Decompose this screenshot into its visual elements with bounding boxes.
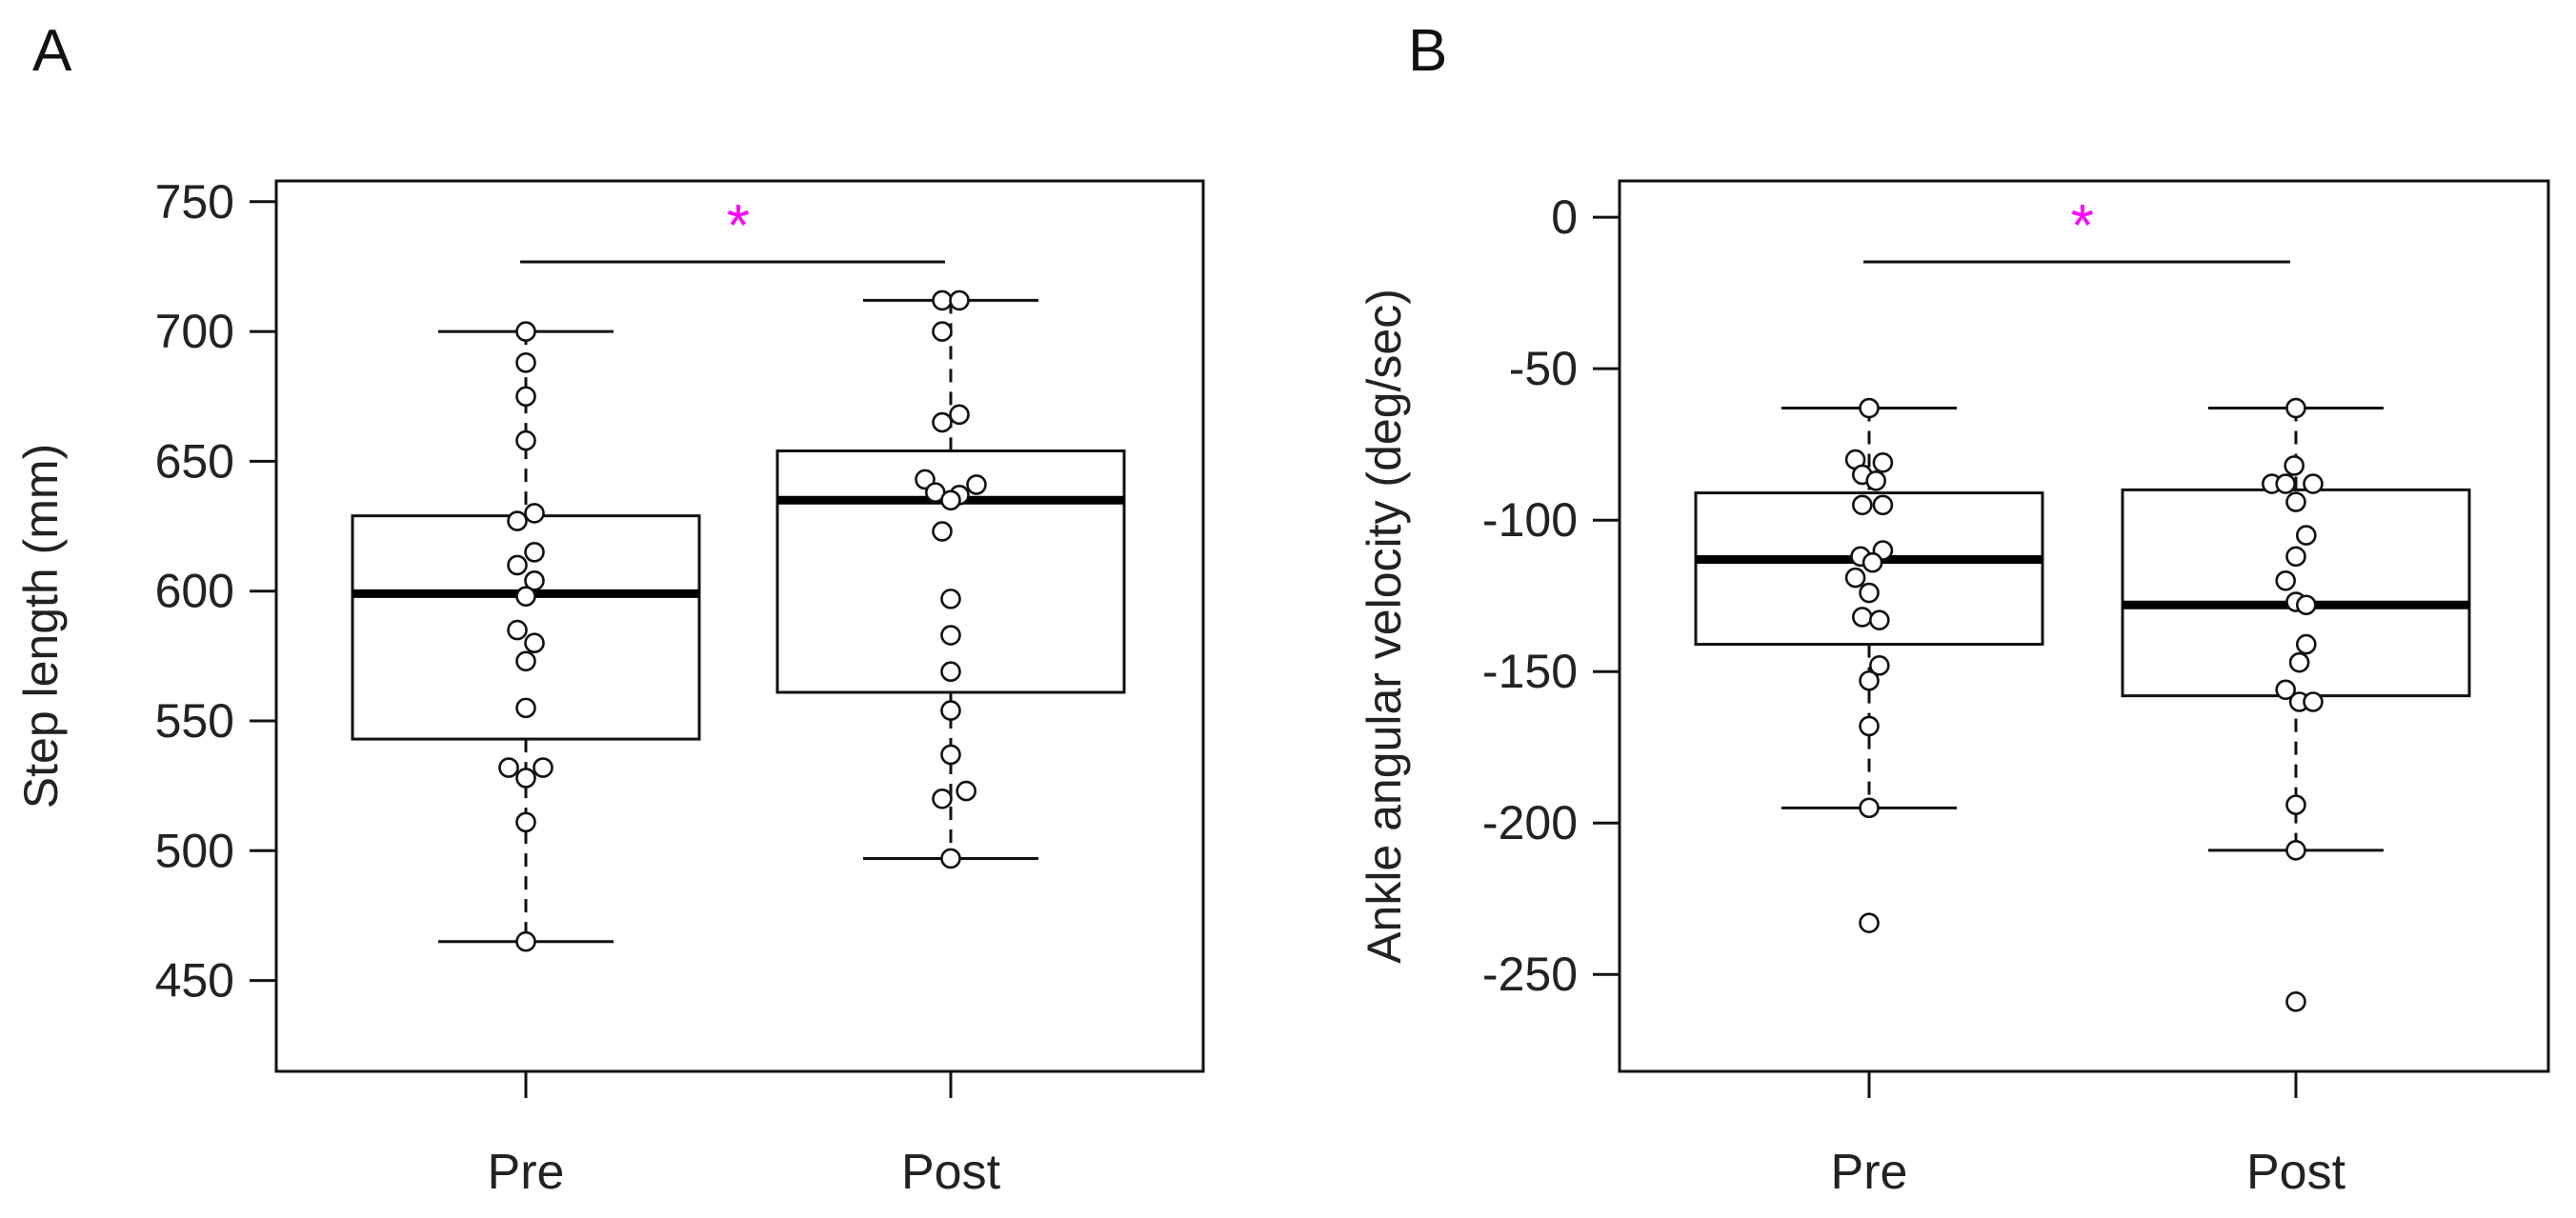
y-tick-label: 500 [155, 824, 234, 877]
data-point [1869, 609, 1890, 630]
group-post: Post [2121, 397, 2471, 1200]
data-point [2275, 569, 2296, 591]
data-point [2296, 633, 2317, 655]
data-point [2275, 473, 2296, 494]
data-point [940, 489, 961, 511]
data-point [1852, 607, 1873, 628]
data-point [2285, 991, 2306, 1012]
data-point [2285, 840, 2306, 861]
data-point [940, 700, 961, 721]
x-tick-label: Post [901, 1145, 1001, 1200]
data-point [524, 503, 545, 524]
data-point [515, 768, 536, 789]
panel-label-a: A [32, 18, 72, 84]
data-point [515, 697, 536, 719]
data-point [1869, 655, 1890, 676]
data-point [956, 780, 977, 802]
data-point [2285, 397, 2306, 419]
data-point [515, 352, 536, 373]
data-point [2285, 546, 2306, 568]
data-point [507, 554, 528, 576]
data-point [940, 848, 961, 869]
data-point [2284, 455, 2304, 476]
y-axis-label: Ankle angular velocity (deg/sec) [1358, 289, 1411, 964]
y-tick-label: -200 [1482, 796, 1578, 849]
data-point [2285, 491, 2306, 512]
data-point [2296, 525, 2317, 546]
data-point [940, 589, 961, 609]
data-point [949, 404, 970, 426]
y-tick-label: -250 [1482, 948, 1578, 1001]
x-tick-label: Post [2246, 1145, 2346, 1200]
y-tick-label: 600 [155, 565, 234, 618]
data-point [1872, 494, 1894, 516]
data-point [515, 650, 536, 672]
y-tick-label: 750 [155, 175, 234, 229]
data-point [966, 474, 987, 495]
y-tick-label: -150 [1482, 645, 1578, 698]
data-point [515, 429, 536, 451]
data-point [1859, 669, 1880, 691]
data-point [940, 625, 961, 646]
iqr-box [775, 449, 1126, 694]
data-point [2303, 691, 2324, 712]
y-tick-label: 700 [155, 305, 234, 358]
y-tick-label: 450 [155, 954, 234, 1008]
data-point [2288, 651, 2310, 673]
plot-frame [1618, 179, 2550, 1073]
data-point [2275, 679, 2296, 701]
data-point [1844, 567, 1866, 589]
data-point [515, 930, 536, 952]
panel-label-b: B [1408, 18, 1448, 84]
data-point [1859, 715, 1880, 737]
y-tick-label: 550 [155, 694, 234, 748]
data-point [515, 586, 536, 607]
data-point [2296, 594, 2317, 616]
data-point [932, 411, 953, 433]
data-point [1859, 912, 1880, 933]
x-tick-label: Pre [1831, 1145, 1908, 1200]
significance-star: * [727, 193, 750, 259]
data-point [2285, 794, 2306, 815]
data-point [507, 619, 528, 641]
group-post: Post [775, 290, 1126, 1200]
data-point [932, 521, 953, 542]
plot-frame [274, 179, 1205, 1073]
data-point [932, 788, 953, 809]
data-point [1859, 797, 1880, 819]
significance-star: * [2071, 193, 2094, 259]
data-point [524, 542, 545, 563]
group-pre: Pre [351, 321, 701, 1200]
x-tick-label: Pre [488, 1145, 565, 1200]
panel-a: 450 500 550 600 650 700 750 Step length (mm) Pre… [14, 175, 1205, 1200]
data-point [507, 510, 528, 531]
data-point [2303, 473, 2324, 494]
data-point [515, 811, 536, 833]
data-point [932, 290, 953, 311]
data-point [515, 321, 536, 342]
data-point [1865, 470, 1886, 491]
data-point [1859, 582, 1880, 604]
data-point [940, 661, 961, 683]
data-point [524, 632, 545, 654]
data-point [1852, 494, 1873, 516]
y-tick-label: 0 [1551, 190, 1578, 244]
group-pre: Pre [1694, 397, 2044, 1200]
y-tick-label: 650 [155, 434, 234, 488]
y-axis-label: Step length (mm) [14, 444, 68, 809]
data-point [940, 744, 961, 766]
data-point [932, 321, 953, 342]
data-point [524, 569, 545, 591]
data-point [949, 290, 970, 311]
data-point [533, 757, 553, 778]
data-point [1859, 397, 1880, 419]
data-point [1872, 451, 1894, 473]
data-point [1862, 551, 1883, 573]
y-tick-label: -100 [1482, 493, 1578, 547]
panel-b: -250 -200 -150 -100 -50 0 Ankle angular veloci… [1358, 179, 2550, 1200]
y-tick-label: -50 [1509, 342, 1578, 395]
data-point [515, 386, 536, 408]
data-point [498, 757, 519, 778]
